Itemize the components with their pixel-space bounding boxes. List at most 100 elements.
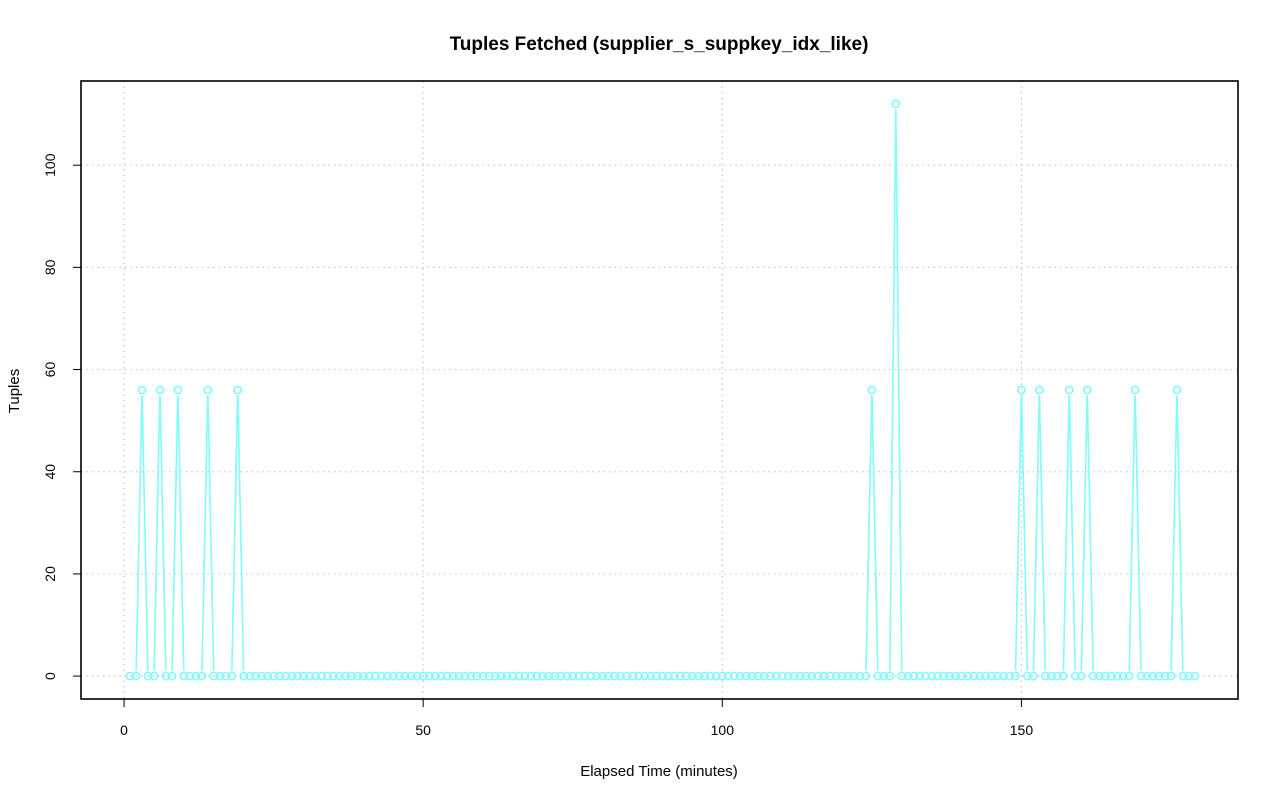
data-point: [999, 671, 1008, 681]
series-line-segment: [1176, 395, 1184, 671]
series-line-segment: [153, 395, 161, 671]
data-point: [556, 671, 566, 681]
data-point: [652, 671, 661, 681]
data-point: [699, 671, 709, 681]
data-point: [927, 671, 937, 681]
y-tick-label: 80: [42, 259, 58, 275]
data-point: [705, 671, 715, 681]
data-point: [873, 671, 883, 681]
data-point: [1064, 385, 1074, 395]
data-point: [903, 671, 913, 681]
x-tick-label: 50: [415, 722, 431, 738]
data-point: [1058, 671, 1068, 681]
data-point: [909, 671, 919, 681]
data-point: [502, 671, 512, 681]
data-point: [945, 671, 955, 681]
data-point: [783, 671, 793, 681]
data-point: [598, 671, 608, 681]
data-point: [227, 671, 237, 681]
x-tick-label: 150: [1010, 722, 1034, 738]
data-point: [831, 671, 841, 681]
data-point: [460, 671, 470, 681]
data-point: [616, 671, 626, 681]
data-point: [574, 671, 584, 681]
series-line-segment: [871, 395, 879, 671]
data-point: [466, 671, 476, 681]
data-point: [209, 671, 219, 681]
data-point: [801, 671, 811, 681]
data-point: [711, 671, 721, 681]
data-point: [544, 671, 554, 681]
data-point: [855, 671, 865, 681]
data-point: [1094, 671, 1104, 681]
data-point: [861, 671, 871, 681]
data-point: [191, 671, 201, 681]
data-point: [233, 385, 243, 395]
data-series: [125, 99, 1200, 681]
data-point: [634, 671, 643, 681]
data-point: [376, 671, 386, 681]
data-point: [388, 671, 398, 681]
data-point: [520, 671, 530, 681]
data-point: [1124, 671, 1134, 681]
data-point: [586, 671, 596, 681]
data-point: [670, 671, 679, 681]
data-point: [580, 671, 590, 681]
data-point: [741, 671, 751, 681]
data-point: [514, 671, 524, 681]
data-point: [418, 671, 428, 681]
data-point: [849, 671, 859, 681]
data-point: [969, 671, 978, 681]
data-point: [448, 671, 458, 681]
y-axis-label: Tuples: [6, 369, 23, 413]
data-point: [436, 671, 446, 681]
data-point: [628, 671, 637, 681]
series-line-segment: [1170, 395, 1178, 671]
data-point: [867, 385, 877, 395]
series-line-segment: [865, 395, 873, 671]
data-point: [1154, 671, 1164, 681]
series-line-segment: [895, 109, 903, 671]
data-point: [993, 671, 1002, 681]
y-tick-label: 40: [42, 464, 58, 480]
data-point: [293, 671, 302, 681]
data-point: [1023, 671, 1032, 681]
data-point: [1040, 671, 1050, 681]
data-point: [155, 385, 165, 395]
data-point: [747, 671, 757, 681]
data-point: [161, 671, 171, 681]
data-point: [1178, 671, 1188, 681]
grid-lines: [81, 81, 1238, 699]
data-point: [269, 671, 279, 681]
data-point: [957, 671, 967, 681]
series-line-segment: [231, 395, 239, 671]
data-point: [179, 671, 189, 681]
data-point: [1106, 671, 1116, 681]
series-line-segment: [1080, 395, 1088, 671]
data-point: [496, 671, 506, 681]
data-point: [939, 671, 949, 681]
data-point: [347, 671, 356, 681]
data-point: [676, 671, 685, 681]
data-point: [382, 671, 392, 681]
series-line-segment: [1020, 395, 1029, 671]
data-point: [197, 671, 207, 681]
data-point: [1046, 671, 1056, 681]
data-point: [287, 671, 296, 681]
data-point: [646, 671, 655, 681]
x-axis-label: Elapsed Time (minutes): [580, 763, 738, 780]
data-point: [592, 671, 602, 681]
data-point: [143, 671, 153, 681]
data-point: [1130, 385, 1140, 395]
data-point: [1112, 671, 1122, 681]
data-point: [137, 385, 147, 395]
data-point: [335, 671, 344, 681]
data-point: [729, 671, 739, 681]
data-point: [323, 671, 332, 681]
series-line-segment: [889, 109, 897, 671]
data-point: [173, 385, 183, 395]
data-point: [299, 671, 308, 681]
data-point: [203, 385, 213, 395]
data-point: [963, 671, 972, 681]
